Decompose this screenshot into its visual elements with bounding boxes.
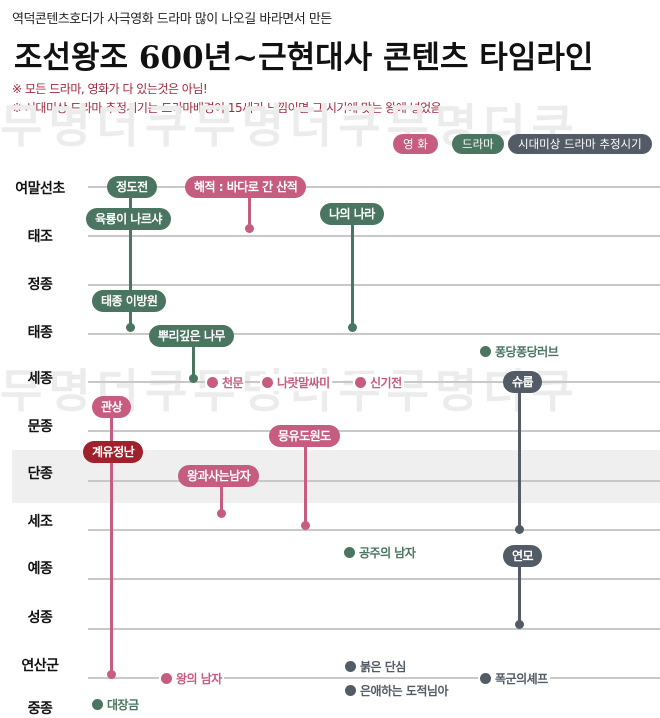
row-label-yejong: 예종 (27, 561, 53, 577)
row-line (88, 578, 660, 580)
item-naui-nara[interactable]: 나의 나라 (320, 203, 384, 225)
row-label-danjong: 단종 (27, 466, 53, 482)
item-haejeok[interactable]: 해적 : 바다로 간 산적 (185, 176, 307, 198)
jeongdojeon-span-line (129, 186, 132, 328)
row-line (88, 333, 660, 335)
naui-nara-span-line (351, 215, 354, 328)
syureup-end-dot (515, 525, 524, 534)
item-pungdang[interactable]: 퐁당퐁당러브 (478, 343, 561, 360)
naui-nara-end-dot (348, 323, 357, 332)
pokgun-dot-icon (480, 673, 491, 684)
wanggwa-end-dot (217, 509, 226, 518)
item-gongju[interactable]: 공주의 남자 (342, 544, 418, 561)
row-line (88, 628, 660, 630)
bulgeun-dot-icon (345, 661, 356, 672)
row-line (88, 529, 660, 531)
row-line (88, 430, 660, 432)
item-yeonmo[interactable]: 연모 (503, 545, 543, 567)
item-gyeyu[interactable]: 계유정난 (83, 441, 144, 463)
legend-movie: 영 화 (393, 134, 438, 154)
haejeok-span-line (248, 190, 251, 228)
haejeok-end-dot (245, 224, 254, 233)
wangui-namja-dot-icon (161, 673, 172, 684)
item-pokgun[interactable]: 폭군의셰프 (478, 670, 550, 687)
row-label-taejo: 태조 (27, 229, 53, 245)
item-wanggwa[interactable]: 왕과사는남자 (178, 465, 260, 487)
mongyu-span-line (304, 440, 307, 525)
item-yukryong[interactable]: 육룡이 나르샤 (86, 208, 171, 230)
singijeon-dot-icon (355, 377, 366, 388)
cheonmun-dot-icon (207, 377, 218, 388)
row-label-sejo: 세조 (27, 514, 53, 530)
eunae-dot-icon (345, 685, 356, 696)
row-label-yeomal: 여말선초 (15, 181, 65, 197)
note-2: ※ 시대미상 드라마 추정시기는 드라마배경이 15세기 느낌이면 그 시기에 … (12, 101, 442, 115)
item-daejanggeum[interactable]: 대장금 (90, 696, 141, 713)
wanggwa-span-line (220, 480, 223, 513)
row-label-yeonsangun: 연산군 (21, 658, 59, 674)
row-line (88, 480, 660, 482)
gongju-dot-icon (344, 547, 355, 558)
item-bulgeun[interactable]: 붉은 단심 (343, 658, 408, 675)
jeongdojeon-end-dot (126, 323, 135, 332)
item-eunae[interactable]: 은애하는 도적님아 (343, 682, 450, 699)
legend-estimated: 시대미상 드라마 추정시기 (508, 134, 652, 154)
row-line (88, 677, 660, 679)
yeonmo-span-line (518, 560, 521, 624)
row-label-sejong: 세종 (27, 371, 53, 387)
naratmal-dot-icon (262, 377, 273, 388)
pungdang-dot-icon (480, 346, 491, 357)
row-label-jeongjong: 정종 (27, 277, 53, 293)
row-line (88, 235, 660, 237)
item-wangui-namja[interactable]: 왕의 남자 (159, 670, 224, 687)
item-cheonmun[interactable]: 천문 (205, 374, 246, 391)
note-1: ※ 모든 드라마, 영화가 다 있는것은 아님! (12, 82, 208, 96)
item-jeongdojeon[interactable]: 정도전 (107, 176, 157, 198)
item-syureup[interactable]: 슈룹 (503, 371, 543, 393)
row-line (88, 284, 660, 286)
row-label-seongjong: 성종 (27, 610, 53, 626)
item-mongyu[interactable]: 몽유도원도 (269, 425, 340, 447)
legend-drama: 드라마 (452, 134, 504, 154)
mongyu-end-dot (301, 521, 310, 530)
syureup-span-line (518, 385, 521, 530)
gwansang-span-line (110, 410, 113, 674)
page-title: 조선왕조 600년~근현대사 콘텐츠 타임라인 (14, 40, 594, 76)
item-ppuri[interactable]: 뿌리깊은 나무 (149, 325, 234, 347)
yeonmo-end-dot (515, 620, 524, 629)
row-label-munjong: 문종 (27, 419, 53, 435)
item-naratmal[interactable]: 나랏말싸미 (260, 374, 332, 391)
row-label-taejong: 태종 (27, 325, 53, 341)
ppuri-span-line (192, 340, 195, 378)
row-line (88, 186, 660, 188)
gwansang-end-dot (107, 670, 116, 679)
row-label-jungjong: 중종 (27, 701, 53, 717)
daejanggeum-dot-icon (92, 699, 103, 710)
item-taejong-ibangwon[interactable]: 태종 이방원 (92, 290, 167, 312)
ppuri-end-dot (189, 374, 198, 383)
item-gwansang[interactable]: 관상 (92, 396, 132, 418)
item-singijeon[interactable]: 신기전 (353, 374, 404, 391)
subtitle: 역덕콘텐츠호더가 사극영화 드라마 많이 나오길 바라면서 만든 (12, 12, 332, 27)
